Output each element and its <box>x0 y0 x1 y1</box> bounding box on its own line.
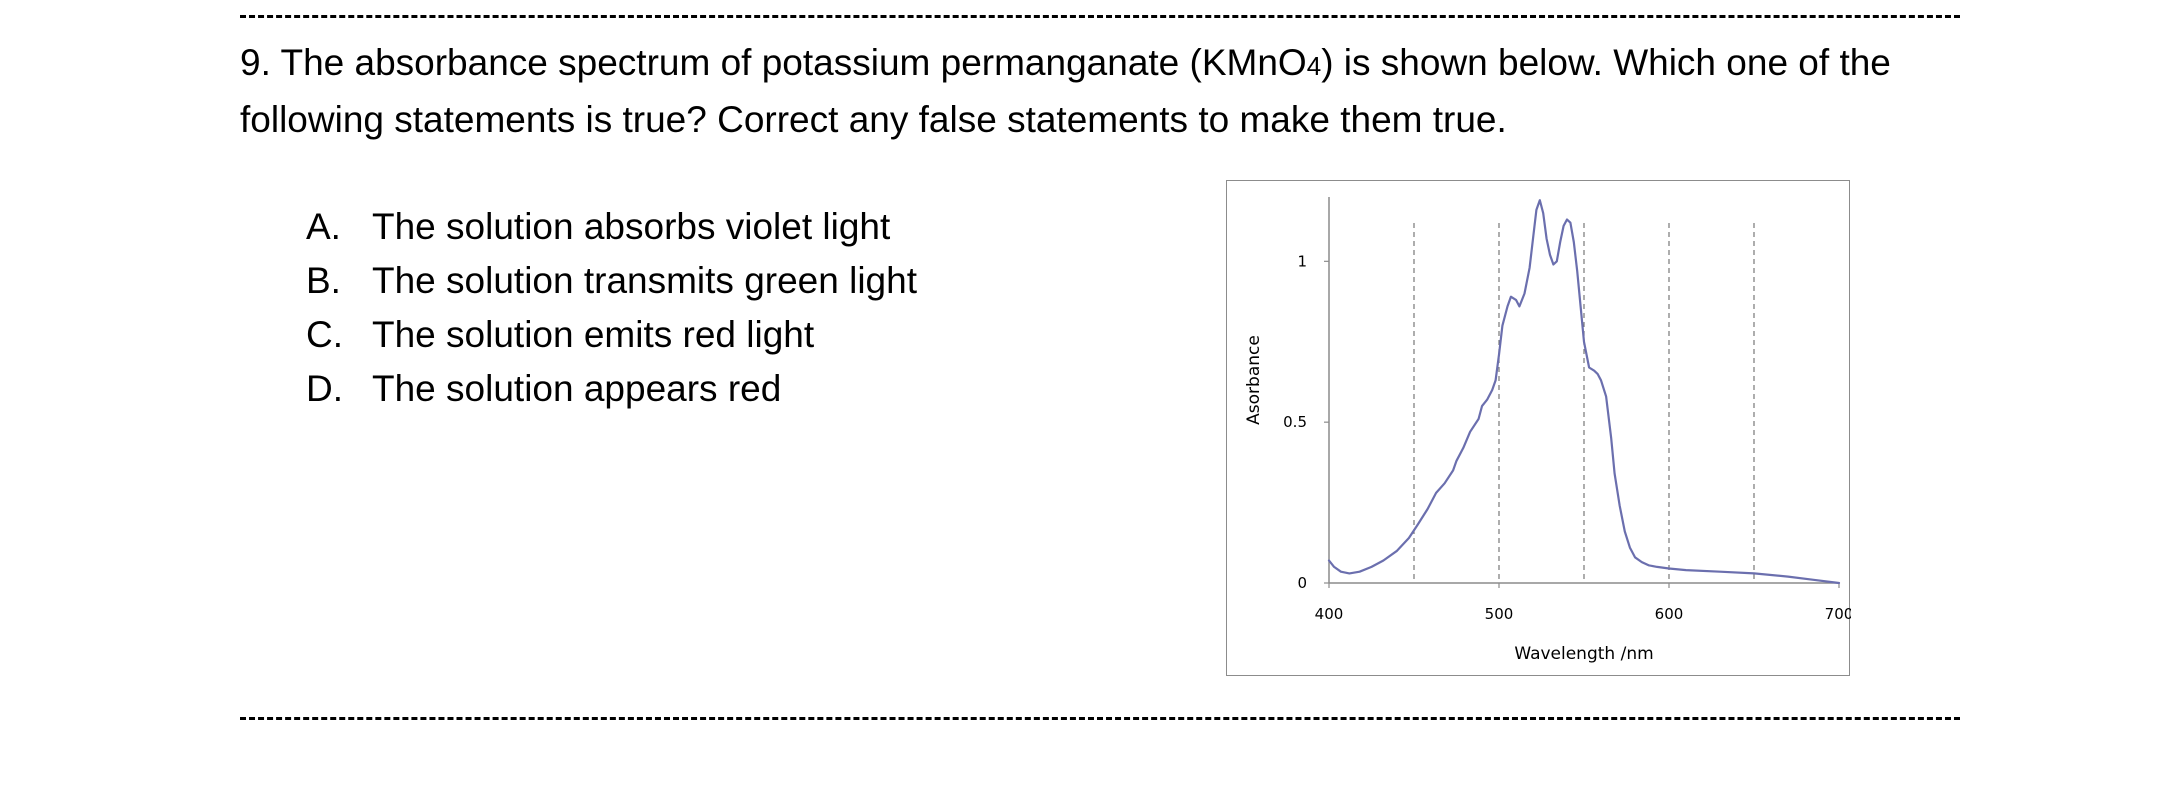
bottom-dashed-rule <box>240 717 1960 720</box>
absorbance-series-line <box>1327 199 1841 585</box>
option-letter: C. <box>306 314 343 355</box>
ticks: 400 500 600 700 0 0.5 1 <box>1283 252 1851 623</box>
x-tick-label: 600 <box>1655 605 1684 623</box>
option-letter: B. <box>306 260 341 301</box>
y-tick-label: 0 <box>1297 574 1307 592</box>
option-text: The solution emits red light <box>372 314 815 355</box>
question-suffix: ) is shown below. Which one of the follo… <box>240 42 1891 140</box>
option-letter: A. <box>306 206 341 247</box>
answer-options: A. The solution absorbs violet light B. Th… <box>306 200 917 416</box>
x-axis-label: Wavelength /nm <box>1514 644 1653 664</box>
y-tick-label: 0.5 <box>1283 413 1307 431</box>
option-letter: D. <box>306 368 343 409</box>
y-axis-label: Asorbance <box>1244 335 1264 425</box>
absorbance-chart-svg: 400 500 600 700 0 0.5 1 Wavelength /nm Asorban… <box>1244 197 1851 664</box>
y-tick-label: 1 <box>1297 252 1307 270</box>
question-text: 9. The absorbance spectrum of potassium … <box>240 36 1960 147</box>
option-d: D. The solution appears red <box>306 362 917 416</box>
gridlines <box>1413 223 1755 583</box>
option-text: The solution transmits green light <box>372 260 917 301</box>
question-subscript: 4 <box>1306 51 1322 81</box>
option-c: C. The solution emits red light <box>306 308 917 362</box>
option-text: The solution absorbs violet light <box>372 206 891 247</box>
absorbance-chart: 400 500 600 700 0 0.5 1 Wavelength /nm Asorban… <box>1226 180 1851 676</box>
option-text: The solution appears red <box>372 368 782 409</box>
option-b: B. The solution transmits green light <box>306 254 917 308</box>
option-a: A. The solution absorbs violet light <box>306 200 917 254</box>
question-prefix: 9. The absorbance spectrum of potassium … <box>240 42 1307 83</box>
x-tick-label: 400 <box>1315 605 1344 623</box>
x-tick-label: 700 <box>1825 605 1851 623</box>
x-tick-label: 500 <box>1485 605 1514 623</box>
top-dashed-rule <box>240 15 1960 18</box>
